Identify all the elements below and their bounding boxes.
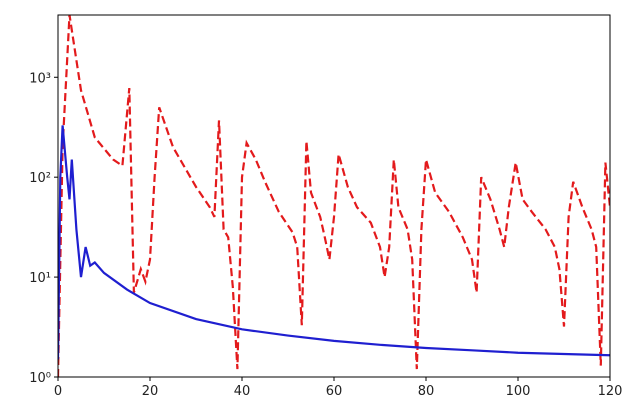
y-tick-label: 10¹ [29, 271, 51, 286]
x-tick-label: 60 [326, 384, 343, 399]
y-tick-label: 10² [29, 171, 51, 186]
y-tick-label: 10⁰ [29, 371, 51, 386]
y-tick-label: 10³ [29, 71, 51, 86]
line-series [58, 15, 610, 377]
x-tick-label: 80 [418, 384, 435, 399]
line-series [58, 125, 610, 360]
x-tick-label: 120 [598, 384, 623, 399]
x-tick-label: 100 [506, 384, 531, 399]
x-tick-label: 0 [54, 384, 62, 399]
x-tick-label: 20 [142, 384, 159, 399]
x-tick-label: 40 [234, 384, 251, 399]
plot-frame [57, 14, 611, 378]
